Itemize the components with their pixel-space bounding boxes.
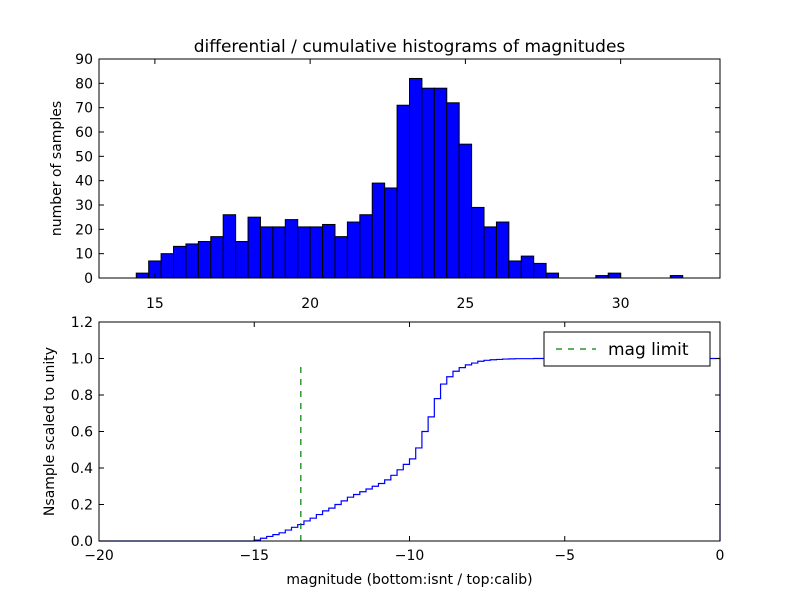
y-tick-label: 0 [84, 271, 93, 287]
histogram-bar [272, 226, 286, 279]
histogram-bar [197, 241, 212, 279]
x-tick-label: −10 [395, 548, 425, 564]
cumulative-step-line [99, 357, 721, 542]
histogram-bar [483, 226, 497, 279]
legend-label-mag-limit: mag limit [608, 340, 689, 360]
histogram-bar [421, 87, 435, 279]
y-tick-label: 70 [75, 101, 93, 117]
histogram-bar [309, 226, 324, 279]
histogram-bar [185, 243, 199, 279]
legend: mag limit [543, 331, 711, 367]
histogram-bar [235, 241, 249, 279]
x-tick-label: 15 [146, 296, 164, 312]
x-tick-label: −5 [554, 548, 575, 564]
histogram-bar [471, 206, 485, 279]
histogram-bar [346, 221, 361, 279]
x-tick-label: 30 [612, 296, 630, 312]
histogram-bar [259, 226, 274, 279]
histogram-bar [508, 260, 522, 279]
y-tick-label: 80 [75, 76, 93, 92]
bottom-y-ticks: 0.0 0.2 0.4 0.6 0.8 1.0 1.2 [71, 315, 720, 550]
histogram-bar [322, 223, 336, 279]
y-tick-label: 0.2 [71, 498, 93, 514]
histogram-bar [297, 226, 311, 279]
histogram-bar [433, 87, 448, 279]
histogram-bar [533, 262, 547, 279]
histogram-bar [284, 219, 299, 279]
histogram-bar [446, 102, 460, 279]
y-tick-label: 60 [75, 125, 93, 141]
y-tick-label: 50 [75, 149, 93, 165]
top-axes-frame [98, 58, 721, 279]
histogram-bar [247, 216, 261, 279]
bottom-x-ticks: −20 −15 −10 −5 0 [84, 322, 724, 564]
top-x-ticks: 15 20 25 30 [146, 59, 630, 312]
histogram-bar [409, 77, 423, 279]
histogram-bar [495, 221, 510, 279]
histogram-bar [210, 236, 224, 279]
histogram-bar [173, 245, 187, 279]
bottom-y-axis-label: Nsample scaled to unity [42, 347, 58, 516]
histogram-bar [458, 143, 473, 279]
histogram-bar [520, 255, 535, 279]
histogram-bar [384, 187, 398, 279]
bottom-cumulative-panel: 0.0 0.2 0.4 0.6 0.8 1.0 1.2 −20 −15 −10 −5 0 Nsamp… [42, 315, 724, 588]
y-tick-label: 1.0 [71, 352, 93, 368]
y-tick-label: 1.2 [71, 315, 93, 331]
histogram-bar [359, 214, 373, 279]
x-tick-label: 20 [301, 296, 319, 312]
cumulative-lines [99, 357, 721, 542]
histogram-bar [545, 272, 560, 279]
y-tick-label: 0.4 [71, 461, 93, 477]
histogram-bar [396, 104, 410, 279]
histogram-bar [607, 272, 622, 279]
bottom-axes-frame [98, 321, 721, 542]
x-tick-label: 25 [456, 296, 474, 312]
histogram-bar [160, 253, 175, 279]
y-tick-label: 0.0 [71, 534, 93, 550]
y-tick-label: 10 [75, 247, 93, 263]
y-tick-label: 30 [75, 198, 93, 214]
bottom-x-axis-label: magnitude (bottom:isnt / top:calib) [286, 572, 532, 588]
y-tick-label: 90 [75, 52, 93, 68]
top-histogram-panel: differential / cumulative histograms of … [49, 37, 721, 312]
chart-title: differential / cumulative histograms of … [194, 37, 626, 57]
histogram-bar [371, 182, 386, 279]
histogram-bar [334, 236, 348, 279]
x-tick-label: −20 [84, 548, 114, 564]
top-y-axis-label: number of samples [49, 101, 65, 236]
histogram-bar [135, 272, 150, 279]
histogram-bar [222, 214, 237, 279]
x-tick-label: 0 [716, 548, 725, 564]
y-tick-label: 0.6 [71, 425, 93, 441]
histogram-bars [135, 77, 684, 279]
y-tick-label: 0.8 [71, 388, 93, 404]
x-tick-label: −15 [239, 548, 269, 564]
y-tick-label: 40 [75, 174, 93, 190]
y-tick-label: 20 [75, 222, 93, 238]
